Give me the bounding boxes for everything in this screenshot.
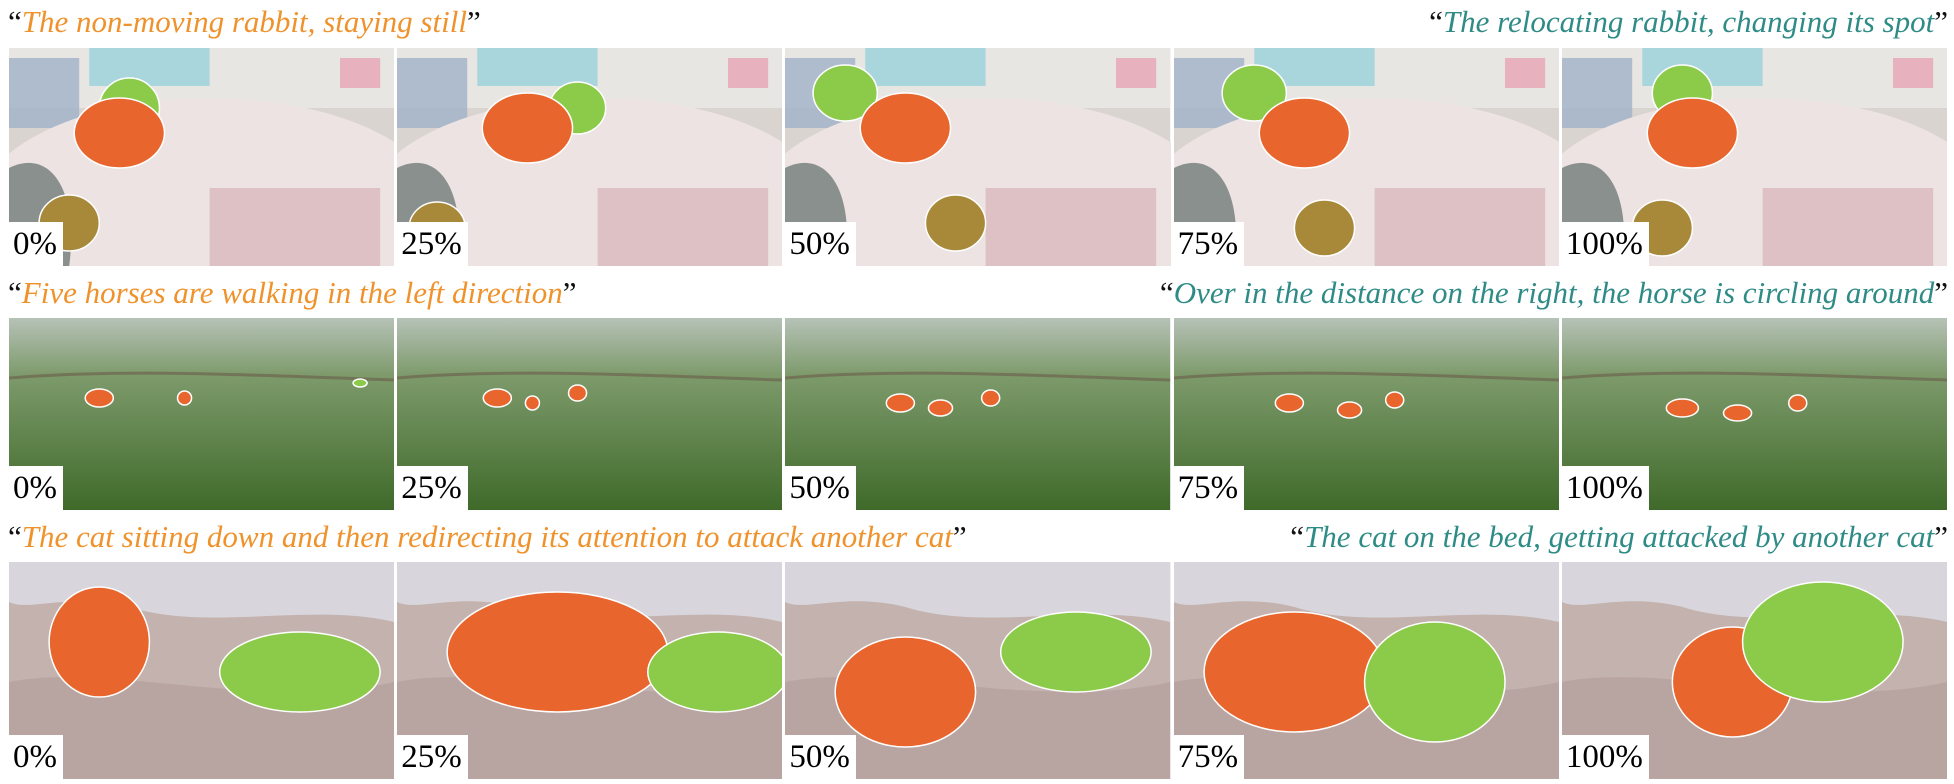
frame-percent-label: 0% [9, 735, 63, 779]
video-frame: 75% [1173, 48, 1559, 266]
frame-percent-label: 25% [397, 466, 468, 510]
orange-mask [1274, 393, 1304, 413]
caption-right: “The cat on the bed, getting attacked by… [1290, 519, 1948, 554]
frame-percent-label: 25% [397, 735, 468, 779]
caption-left: “Five horses are walking in the left dir… [8, 275, 577, 310]
orange-mask [1722, 404, 1753, 422]
video-frame: 100% [1561, 562, 1948, 779]
orange-mask [885, 393, 916, 413]
orange-mask [482, 388, 513, 408]
orange-mask [481, 92, 574, 164]
frame-percent-label: 25% [397, 222, 468, 266]
orange-mask [524, 395, 541, 411]
caption-row-2: “Five horses are walking in the left dir… [0, 271, 1954, 317]
olive-mask [925, 194, 987, 252]
orange-mask [176, 390, 193, 406]
caption-left: “The non-moving rabbit, staying still” [8, 4, 481, 39]
video-frame: 0% [9, 562, 395, 779]
frame-percent-label: 75% [1173, 222, 1245, 266]
orange-mask [928, 399, 954, 417]
green-mask [218, 631, 381, 713]
video-frame: 25% [397, 318, 783, 510]
frame-percent-label: 75% [1173, 735, 1245, 779]
frame-percent-label: 100% [1561, 466, 1649, 510]
green-mask [1000, 611, 1153, 693]
frame-percent-label: 100% [1561, 222, 1649, 266]
caption-right: “Over in the distance on the right, the … [1159, 275, 1948, 310]
video-frame: 0% [9, 318, 395, 510]
green-mask [1741, 581, 1904, 703]
frame-image [9, 318, 395, 510]
olive-mask [1293, 199, 1355, 257]
video-frame: 100% [1561, 48, 1948, 266]
green-mask [812, 64, 879, 122]
orange-mask [981, 389, 1001, 407]
video-frame: 50% [785, 48, 1171, 266]
green-mask [352, 378, 368, 388]
orange-mask [1646, 97, 1739, 169]
frame-percent-label: 0% [9, 222, 63, 266]
video-frame: 50% [785, 562, 1171, 779]
video-frame: 75% [1173, 562, 1559, 779]
green-mask [647, 631, 783, 713]
frame-percent-label: 50% [785, 466, 856, 510]
caption-row-1: “The non-moving rabbit, staying still” “… [0, 0, 1954, 46]
orange-mask [1665, 398, 1699, 418]
video-frame: 100% [1561, 318, 1948, 510]
green-mask [1221, 64, 1287, 122]
frame-strip-horses: 0% 25% 50% 75% 100% [9, 318, 1948, 510]
frame-percent-label: 100% [1561, 735, 1649, 779]
caption-left: “The cat sitting down and then redirecti… [8, 519, 967, 554]
video-frame: 0% [9, 48, 395, 266]
frame-image [9, 48, 395, 266]
video-frame: 25% [397, 562, 783, 779]
frame-image [397, 48, 783, 266]
frame-image [9, 562, 395, 779]
frame-percent-label: 50% [785, 222, 856, 266]
orange-mask [567, 384, 588, 402]
video-frame: 75% [1173, 318, 1559, 510]
frame-image [1561, 318, 1948, 510]
orange-mask [1787, 394, 1808, 412]
caption-row-3: “The cat sitting down and then redirecti… [0, 515, 1954, 561]
caption-right: “The relocating rabbit, changing its spo… [1429, 4, 1948, 39]
orange-mask [48, 586, 151, 698]
frame-image [1561, 562, 1948, 779]
orange-mask [859, 92, 952, 164]
orange-mask [73, 97, 166, 169]
frame-image [1173, 48, 1559, 266]
video-frame: 50% [785, 318, 1171, 510]
frame-percent-label: 50% [785, 735, 856, 779]
green-mask [1363, 621, 1506, 743]
orange-mask [446, 591, 669, 713]
orange-mask [834, 636, 977, 748]
frame-percent-label: 75% [1173, 466, 1245, 510]
orange-mask [1202, 611, 1386, 733]
orange-mask [1336, 401, 1362, 419]
frame-percent-label: 0% [9, 466, 63, 510]
orange-mask [1384, 391, 1405, 409]
frame-strip-cats: 0% 25% 50% 75% 100% [9, 562, 1948, 779]
orange-mask [1258, 97, 1350, 169]
video-frame: 25% [397, 48, 783, 266]
orange-mask [84, 388, 115, 408]
frame-strip-rabbits: 0% 25% 50% 75% 100% [9, 48, 1948, 266]
